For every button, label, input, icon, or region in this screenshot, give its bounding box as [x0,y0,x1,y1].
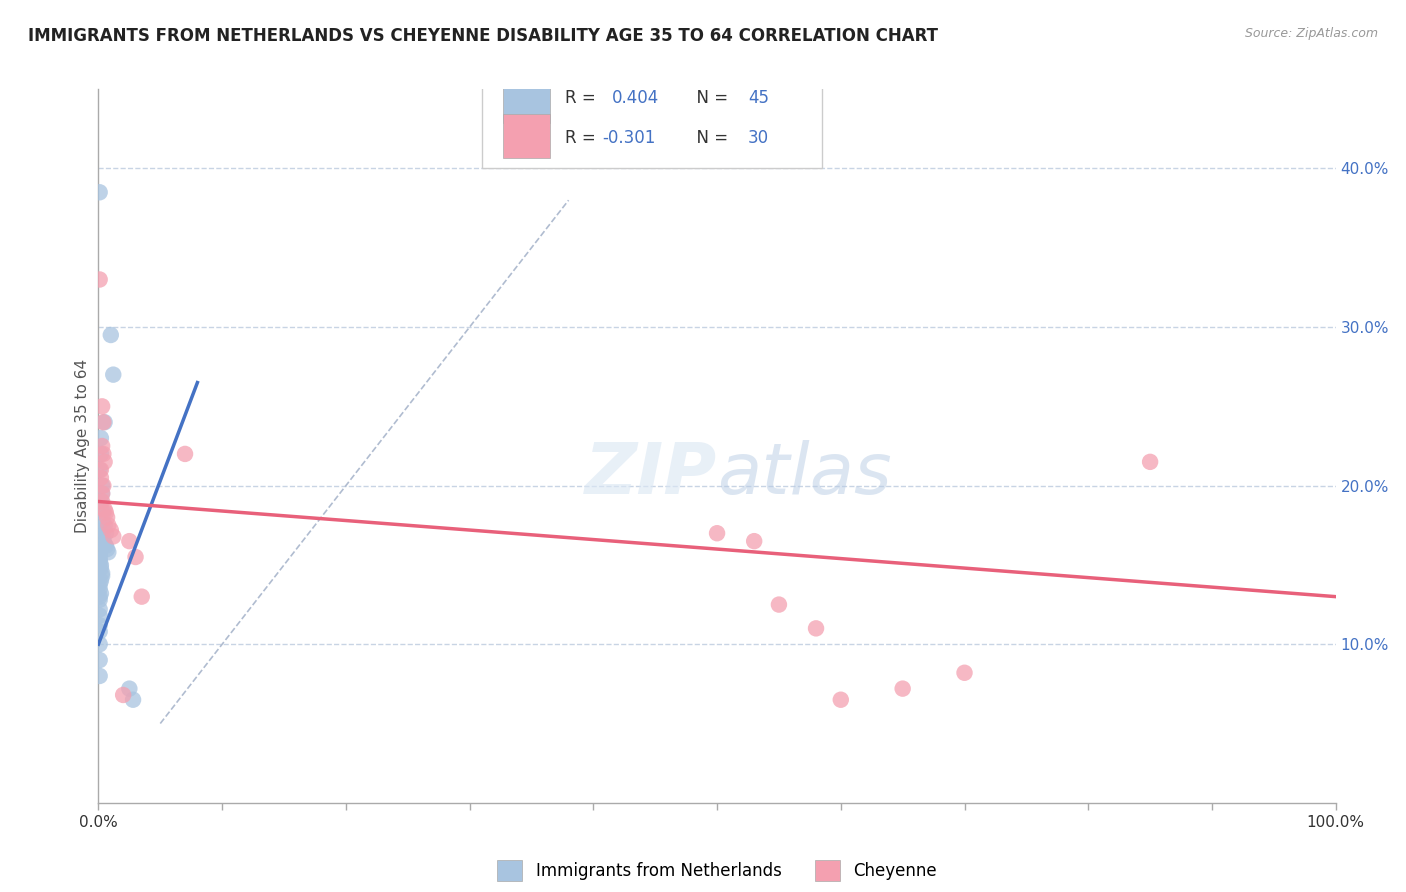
Point [91,566,114,580]
Point [118,534,141,549]
Point [97,545,120,559]
Text: R =: R = [565,89,600,107]
Point [89,186,111,200]
Point [89,577,111,591]
FancyBboxPatch shape [503,114,550,159]
Point [96,510,118,524]
Point [90,574,112,588]
Point [89,553,111,567]
Point [97,518,120,533]
Point [91,494,114,508]
Point [118,681,141,696]
Point [953,665,976,680]
Point [122,692,145,706]
Point [89,637,111,651]
Point [89,592,111,607]
Point [90,463,112,477]
Point [174,447,197,461]
Point [93,523,115,537]
Point [91,486,114,500]
Point [93,455,115,469]
Point [89,618,111,632]
Point [89,555,111,569]
Point [94,539,117,553]
Point [804,621,827,635]
Point [89,669,111,683]
Point [93,537,115,551]
Point [89,582,111,596]
Point [90,494,112,508]
Point [89,547,111,561]
Point [90,431,112,445]
Text: N =: N = [686,128,734,146]
Point [90,502,112,516]
Point [89,549,111,564]
Text: ZIP: ZIP [585,440,717,509]
Point [93,447,115,461]
Point [891,681,914,696]
Point [93,534,115,549]
Point [91,529,114,543]
Point [94,526,117,541]
Point [100,523,122,537]
Point [124,549,146,564]
Point [89,272,111,286]
Point [89,602,111,616]
Point [90,471,112,485]
Y-axis label: Disability Age 35 to 64: Disability Age 35 to 64 [75,359,90,533]
Point [742,534,765,549]
Point [93,415,115,429]
Point [89,624,111,639]
Point [90,561,112,575]
Point [706,526,728,541]
Legend: Immigrants from Netherlands, Cheyenne: Immigrants from Netherlands, Cheyenne [491,854,943,888]
Point [89,463,111,477]
Point [93,518,115,533]
Point [768,598,790,612]
Point [103,368,125,382]
Point [90,447,112,461]
Point [93,478,115,492]
Text: R =: R = [565,128,600,146]
Point [131,590,153,604]
Point [93,502,115,516]
Point [90,586,112,600]
Text: Source: ZipAtlas.com: Source: ZipAtlas.com [1244,27,1378,40]
Text: 0.404: 0.404 [612,89,659,107]
Point [93,415,115,429]
Point [90,558,112,572]
Point [112,688,135,702]
Point [89,590,111,604]
Point [91,400,114,414]
Text: 45: 45 [748,89,769,107]
Point [93,506,115,520]
Point [89,608,111,623]
Text: 30: 30 [748,128,769,146]
Point [830,692,852,706]
Point [103,529,125,543]
Point [91,569,114,583]
Point [91,478,114,492]
Point [100,328,122,343]
Text: IMMIGRANTS FROM NETHERLANDS VS CHEYENNE DISABILITY AGE 35 TO 64 CORRELATION CHAR: IMMIGRANTS FROM NETHERLANDS VS CHEYENNE … [28,27,938,45]
Point [89,653,111,667]
Point [91,439,114,453]
Point [1139,455,1161,469]
Text: -0.301: -0.301 [602,128,655,146]
FancyBboxPatch shape [482,71,823,168]
Point [91,514,114,528]
Point [96,542,118,557]
Point [91,486,114,500]
FancyBboxPatch shape [503,78,550,123]
Point [94,506,117,520]
Text: atlas: atlas [717,440,891,509]
Text: N =: N = [686,89,734,107]
